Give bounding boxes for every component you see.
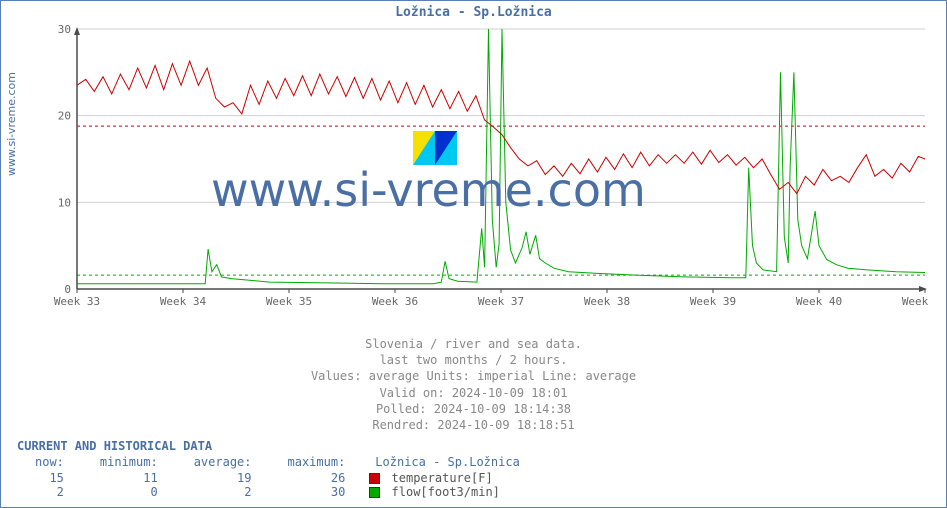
stats-cell-avg: 2 <box>176 485 270 499</box>
stats-header: CURRENT AND HISTORICAL DATA <box>17 439 538 453</box>
meta-line: Slovenia / river and sea data. <box>1 336 946 352</box>
y-axis-site-label: www.si-vreme.com <box>5 72 18 176</box>
svg-text:10: 10 <box>58 196 71 209</box>
svg-text:Week 39: Week 39 <box>690 295 736 308</box>
col-max: maximum: <box>270 455 364 471</box>
meta-line: Rendred: 2024-10-09 18:18:51 <box>1 417 946 433</box>
stats-row: 20230 flow[foot3/min] <box>17 485 538 499</box>
col-now: now: <box>17 455 82 471</box>
svg-text:Week 40: Week 40 <box>796 295 842 308</box>
svg-text:Week 36: Week 36 <box>372 295 418 308</box>
svg-text:Week 33: Week 33 <box>54 295 100 308</box>
stats-block: CURRENT AND HISTORICAL DATA now: minimum… <box>17 439 538 499</box>
stats-cell-series: temperature[F] <box>363 471 538 485</box>
stats-cell-now: 2 <box>17 485 82 499</box>
svg-text:Week 38: Week 38 <box>584 295 630 308</box>
stats-cell-series: flow[foot3/min] <box>363 485 538 499</box>
stats-table: now: minimum: average: maximum: Ložnica … <box>17 455 538 499</box>
svg-text:20: 20 <box>58 110 71 123</box>
svg-text:Week 34: Week 34 <box>160 295 207 308</box>
meta-line: Valid on: 2024-10-09 18:01 <box>1 385 946 401</box>
col-series: Ložnica - Sp.Ložnica <box>363 455 538 471</box>
stats-cell-avg: 19 <box>176 471 270 485</box>
legend-label: temperature[F] <box>384 471 492 485</box>
meta-line: Values: average Units: imperial Line: av… <box>1 368 946 384</box>
col-avg: average: <box>176 455 270 471</box>
stats-row: 15111926 temperature[F] <box>17 471 538 485</box>
stats-header-row: now: minimum: average: maximum: Ložnica … <box>17 455 538 471</box>
svg-text:Week 35: Week 35 <box>266 295 312 308</box>
chart-title: Ložnica - Sp.Ložnica <box>1 1 946 20</box>
chart-metadata: Slovenia / river and sea data. last two … <box>1 336 946 433</box>
svg-text:Week 41: Week 41 <box>902 295 929 308</box>
svg-text:Week 37: Week 37 <box>478 295 524 308</box>
stats-cell-min: 0 <box>82 485 176 499</box>
plot-svg: 0102030Week 33Week 34Week 35Week 36Week … <box>49 23 929 313</box>
stats-cell-max: 30 <box>270 485 364 499</box>
stats-cell-max: 26 <box>270 471 364 485</box>
stats-cell-min: 11 <box>82 471 176 485</box>
legend-swatch <box>369 487 380 498</box>
svg-text:30: 30 <box>58 23 71 36</box>
col-min: minimum: <box>82 455 176 471</box>
meta-line: last two months / 2 hours. <box>1 352 946 368</box>
legend-label: flow[foot3/min] <box>384 485 500 499</box>
plot-area: 0102030Week 33Week 34Week 35Week 36Week … <box>49 23 929 313</box>
stats-cell-now: 15 <box>17 471 82 485</box>
meta-line: Polled: 2024-10-09 18:14:38 <box>1 401 946 417</box>
chart-frame: Ložnica - Sp.Ložnica www.si-vreme.com 01… <box>0 0 947 508</box>
legend-swatch <box>369 473 380 484</box>
